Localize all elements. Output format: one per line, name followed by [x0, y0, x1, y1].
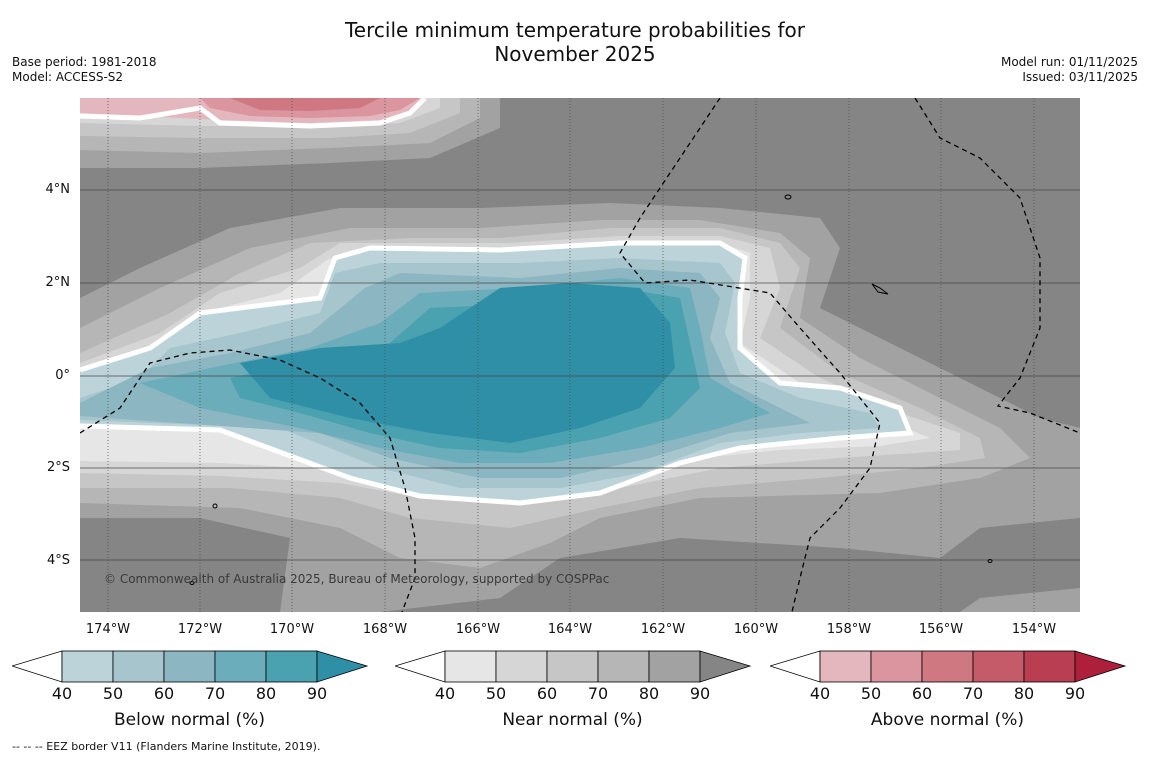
colorbar-max-arrow [316, 650, 369, 683]
colorbar-label-near: Near normal (%) [502, 710, 643, 730]
lon-label-174W: 174°W [85, 622, 131, 637]
eez-border-center [619, 97, 881, 613]
below-normal-contour [79, 240, 914, 506]
colorbar-tick-label: 60 [911, 684, 933, 703]
colorbar-label-above: Above normal (%) [870, 710, 1025, 730]
colorbar-segment [163, 650, 216, 683]
colorbar-tick-label: 50 [102, 684, 124, 703]
island-e [987, 559, 993, 563]
lon-label-170W: 170°W [269, 622, 315, 637]
colorbar-segment [495, 650, 548, 683]
eez-border-west [79, 349, 416, 613]
island-b [871, 283, 889, 295]
colorbar-tick-label: 80 [638, 684, 660, 703]
colorbar-tick-label: 90 [306, 684, 328, 703]
below-normal-90-region [240, 283, 675, 443]
model-name: Model: ACCESS-S2 [12, 70, 124, 84]
lat-label-2S: 2°S [46, 460, 70, 475]
map-panel[interactable] [79, 96, 1081, 613]
colorbar-segment [819, 650, 872, 683]
colorbar-tick-label: 90 [1064, 684, 1086, 703]
issued-date: Issued: 03/11/2025 [1022, 70, 1138, 84]
title-line-2: November 2025 [494, 42, 656, 66]
lon-label-160W: 160°W [733, 622, 779, 637]
lon-label-154W: 154°W [1011, 622, 1057, 637]
colorbar-tick-label: 90 [689, 684, 711, 703]
colorbar-tick-label: 60 [153, 684, 175, 703]
colorbar-max-arrow [699, 650, 752, 683]
colorbar-tick-label: 40 [434, 684, 456, 703]
eez-footnote: -- -- -- EEZ border V11 (Flanders Marine… [12, 740, 321, 753]
lat-label-2N: 2°N [45, 275, 71, 290]
colorbar-segment [921, 650, 974, 683]
island-d [189, 581, 195, 585]
colorbar-above-normal [768, 650, 1130, 688]
lon-label-166W: 166°W [455, 622, 501, 637]
lon-label-168W: 168°W [362, 622, 408, 637]
lat-label-4N: 4°N [45, 182, 71, 197]
colorbar-tick-label: 50 [485, 684, 507, 703]
near-normal-80-south [960, 588, 1080, 612]
graticule [80, 98, 1080, 612]
copyright-note: © Commonwealth of Australia 2025, Bureau… [104, 572, 610, 586]
above-normal-contour [79, 96, 427, 129]
colorbar-segment [214, 650, 267, 683]
colorbar-near-normal [393, 650, 755, 688]
map-title: Tercile minimum temperature probabilitie… [0, 18, 1150, 66]
lon-label-164W: 164°W [547, 622, 593, 637]
colorbar-segment [112, 650, 165, 683]
colorbar-svg [393, 650, 752, 683]
islands [189, 194, 993, 585]
above-normal-60-region [230, 98, 380, 111]
colorbar-tick-label: 40 [809, 684, 831, 703]
colorbar-segment [648, 650, 701, 683]
colorbar-min-arrow [393, 650, 446, 683]
colorbar-svg [10, 650, 369, 683]
colorbar-segment [265, 650, 318, 683]
colorbar-tick-label: 50 [860, 684, 882, 703]
colorbar-svg [768, 650, 1127, 683]
colorbar-tick-label: 60 [536, 684, 558, 703]
base-period: Base period: 1981-2018 [12, 55, 157, 69]
colorbar-tick-label: 80 [1013, 684, 1035, 703]
lon-label-162W: 162°W [640, 622, 686, 637]
meta-left: Base period: 1981-2018 Model: ACCESS-S2 [12, 55, 157, 85]
lon-label-172W: 172°W [177, 622, 223, 637]
meta-right: Model run: 01/11/2025 Issued: 03/11/2025 [1001, 55, 1138, 85]
island-a [784, 194, 792, 200]
lon-label-156W: 156°W [918, 622, 964, 637]
colorbar-segment [61, 650, 114, 683]
title-line-1: Tercile minimum temperature probabilitie… [344, 18, 806, 42]
lat-label-0: 0° [55, 368, 70, 383]
colorbar-segment [444, 650, 497, 683]
colorbar-segment [546, 650, 599, 683]
colorbar-tick-label: 80 [255, 684, 277, 703]
eez-border-east [914, 97, 1081, 434]
colorbar-tick-label: 70 [204, 684, 226, 703]
lat-label-4S: 4°S [46, 553, 70, 568]
colorbar-min-arrow [768, 650, 821, 683]
model-run: Model run: 01/11/2025 [1000, 55, 1138, 69]
lon-label-158W: 158°W [826, 622, 872, 637]
colorbar-segment [870, 650, 923, 683]
colorbar-segment [972, 650, 1025, 683]
colorbar-tick-label: 40 [51, 684, 73, 703]
colorbar-segment [597, 650, 650, 683]
colorbar-segment [1023, 650, 1076, 683]
colorbar-max-arrow [1074, 650, 1127, 683]
eez-borders [79, 97, 1081, 613]
island-c [212, 503, 218, 509]
colorbar-tick-label: 70 [962, 684, 984, 703]
colorbar-min-arrow [10, 650, 63, 683]
colorbar-tick-label: 70 [587, 684, 609, 703]
colorbar-label-below: Below normal (%) [114, 710, 265, 730]
colorbar-below-normal [10, 650, 372, 688]
map-svg [79, 96, 1081, 613]
